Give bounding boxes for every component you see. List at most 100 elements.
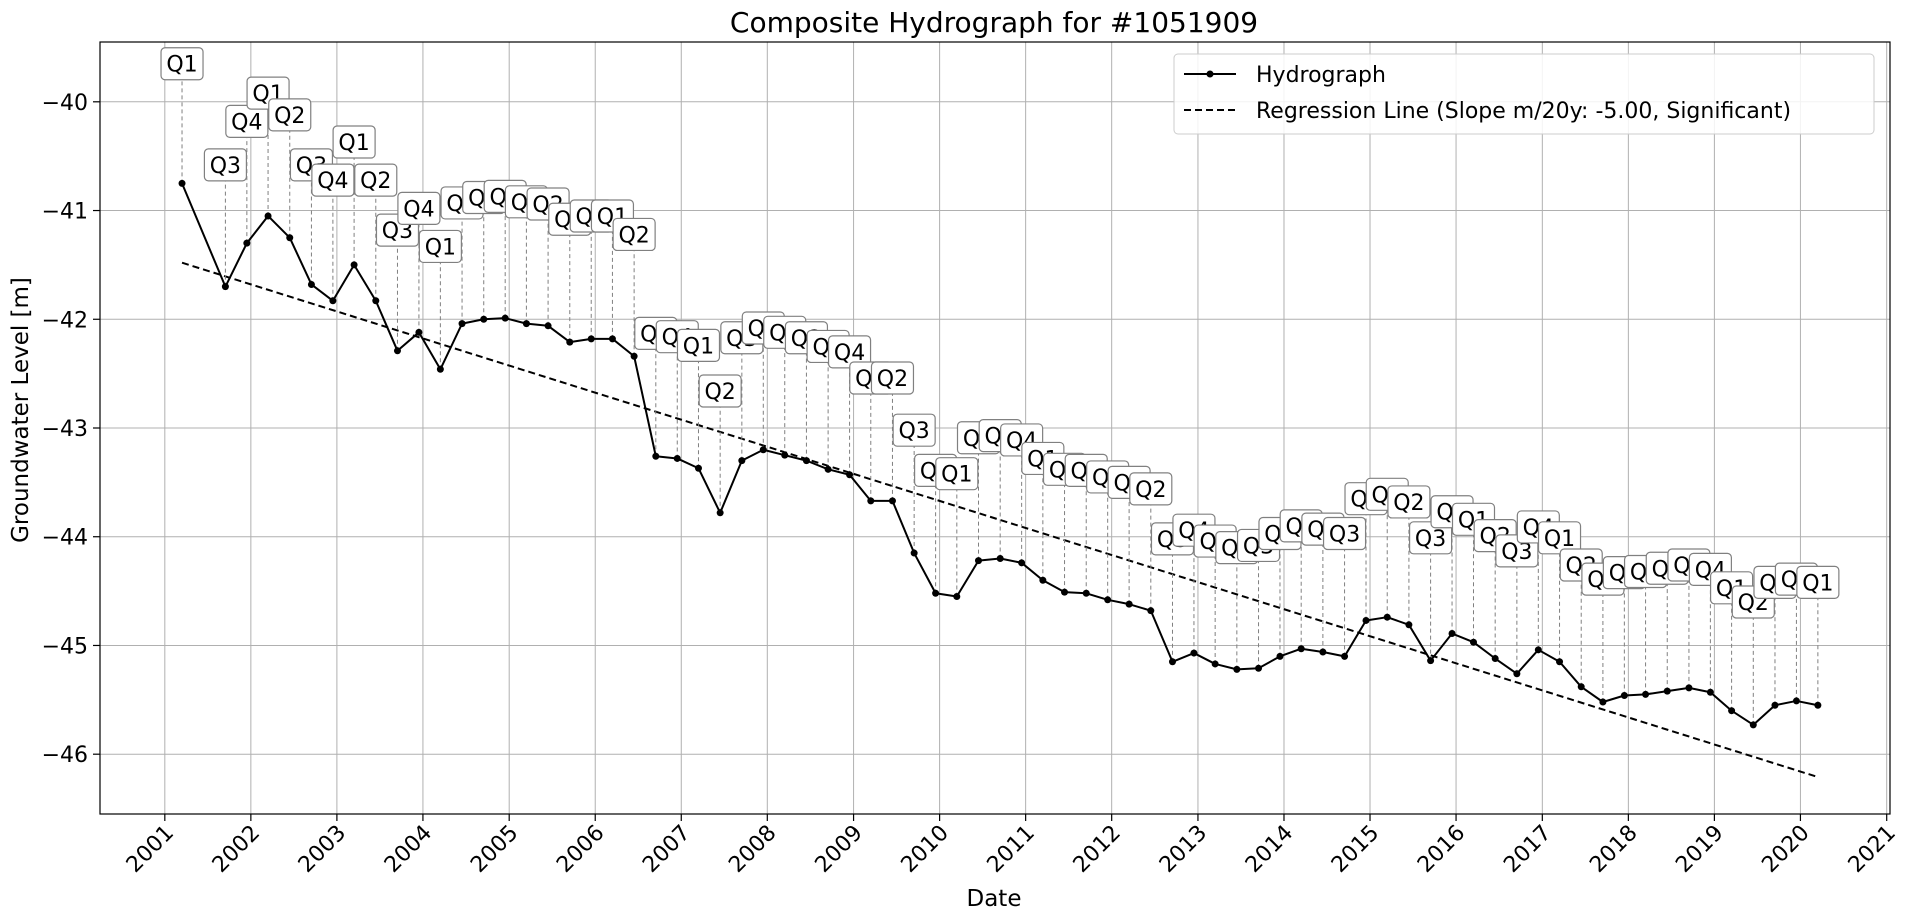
hydrograph-point xyxy=(1319,648,1327,656)
hydrograph-point xyxy=(738,457,746,465)
hydrograph-point xyxy=(286,234,294,242)
hydrograph-point xyxy=(608,335,616,343)
quarter-label: Q1 xyxy=(1802,571,1833,596)
quarter-label-box xyxy=(203,148,247,182)
hydrograph-point xyxy=(393,347,401,355)
x-tick-label: 2008 xyxy=(724,821,781,878)
x-tick-label: 2001 xyxy=(122,821,179,878)
hydrograph-point xyxy=(1685,684,1693,692)
hydrograph-point xyxy=(1599,698,1607,706)
legend-frame xyxy=(1173,53,1875,135)
quarter-label-box xyxy=(1129,472,1173,506)
y-tick-label: −43 xyxy=(42,417,88,442)
hydrograph-point xyxy=(1728,707,1736,715)
legend-hydrograph-label: Hydrograph xyxy=(1256,63,1386,88)
hydrograph-line xyxy=(181,182,1819,726)
hydrograph-point xyxy=(781,451,789,459)
quarter-label: Q1 xyxy=(166,53,197,78)
hydrograph-point xyxy=(221,283,229,291)
x-tick-label: 2002 xyxy=(208,821,265,878)
x-tick-label: 2012 xyxy=(1069,821,1126,878)
hydrograph-point xyxy=(1297,645,1305,653)
hydrograph-point xyxy=(673,454,681,462)
hydrograph-point xyxy=(566,338,574,346)
quarter-label-box xyxy=(354,163,398,197)
quarter-label: Q2 xyxy=(704,380,735,405)
chart-title: Composite Hydrograph for #1051909 xyxy=(730,6,1258,39)
hydrograph-point xyxy=(1405,621,1413,629)
hydrograph-point xyxy=(1469,638,1477,646)
quarter-label-box xyxy=(418,229,462,264)
hydrograph-point xyxy=(501,314,509,322)
hydrograph-point xyxy=(1534,646,1542,654)
hydrograph-point xyxy=(1383,613,1391,621)
y-tick-label: −45 xyxy=(42,634,88,659)
quarter-label: Q3 xyxy=(1501,540,1532,565)
quarter-label-leaders xyxy=(181,63,1819,725)
y-tick-label: −41 xyxy=(42,200,88,225)
hydrograph-point xyxy=(350,261,358,269)
hydrograph-point xyxy=(630,352,638,360)
x-tick-label: 2017 xyxy=(1499,821,1556,878)
hydrograph-point xyxy=(415,328,423,336)
hydrograph-point xyxy=(1620,691,1628,699)
hydrograph-point xyxy=(1556,658,1564,666)
hydrograph-point xyxy=(1104,596,1112,604)
y-axis-label: Groundwater Level [m] xyxy=(8,277,34,543)
legend: Hydrograph Regression Line (Slope m/20y:… xyxy=(1173,53,1875,135)
legend-regression-label: Regression Line (Slope m/20y: -5.00, Sig… xyxy=(1256,99,1791,124)
quarter-label: Q2 xyxy=(1393,491,1424,516)
quarter-label: Q3 xyxy=(898,419,929,444)
x-tick-label: 2020 xyxy=(1757,821,1814,878)
hydrograph-point xyxy=(178,179,186,187)
x-tick-label: 2005 xyxy=(466,821,523,878)
hydrograph-point xyxy=(1341,652,1349,660)
hydrograph-point xyxy=(264,212,272,220)
hydrograph-point xyxy=(953,593,961,601)
hydrograph-point xyxy=(1491,655,1499,663)
hydrograph-point xyxy=(436,365,444,373)
hydrograph-point xyxy=(458,320,466,328)
quarter-label-box xyxy=(397,191,441,225)
hydrograph-point xyxy=(759,446,767,454)
x-tick-label: 2009 xyxy=(811,821,868,878)
quarter-label-box xyxy=(160,47,204,81)
quarter-label: Q3 xyxy=(1415,527,1446,552)
quarter-label-box xyxy=(1796,565,1840,600)
quarter-label: Q1 xyxy=(1544,527,1575,552)
y-tick-label: −46 xyxy=(42,743,88,768)
hydrograph-series xyxy=(178,179,1822,729)
quarter-label-box xyxy=(1322,516,1367,551)
quarter-label-box xyxy=(332,125,376,159)
quarter-label-box xyxy=(311,163,355,197)
hydrograph-point xyxy=(329,297,337,305)
hydrograph-point xyxy=(1577,683,1585,691)
hydrograph-point xyxy=(1427,657,1435,665)
quarter-label: Q1 xyxy=(941,463,972,488)
hydrograph-point xyxy=(544,322,552,330)
hydrograph-point xyxy=(1771,701,1779,709)
quarter-label-box xyxy=(698,374,742,408)
y-tick-label: −40 xyxy=(42,91,88,116)
quarter-label-box xyxy=(268,98,312,132)
quarter-label: Q4 xyxy=(403,197,434,222)
hydrograph-point xyxy=(372,297,380,305)
quarter-label-box xyxy=(870,361,915,395)
hydrograph-point xyxy=(307,280,315,288)
hydrograph-point xyxy=(1211,660,1219,668)
quarter-label-box xyxy=(676,328,721,362)
hydrograph-point xyxy=(1233,665,1241,673)
hydrograph-point xyxy=(888,497,896,505)
hydrograph-point xyxy=(1276,652,1284,660)
hydrograph-point xyxy=(932,589,940,597)
hydrograph-point xyxy=(1448,630,1456,638)
quarter-label-box xyxy=(892,413,936,447)
hydrograph-point xyxy=(1168,658,1176,666)
hydrograph-point xyxy=(975,557,983,565)
hydrograph-point xyxy=(1706,688,1714,696)
quarter-label: Q3 xyxy=(210,154,241,179)
x-tick-label: 2015 xyxy=(1327,821,1384,878)
hydrograph-point xyxy=(910,549,918,557)
quarter-label-box xyxy=(1537,521,1582,555)
hydrograph-point xyxy=(1061,588,1069,596)
